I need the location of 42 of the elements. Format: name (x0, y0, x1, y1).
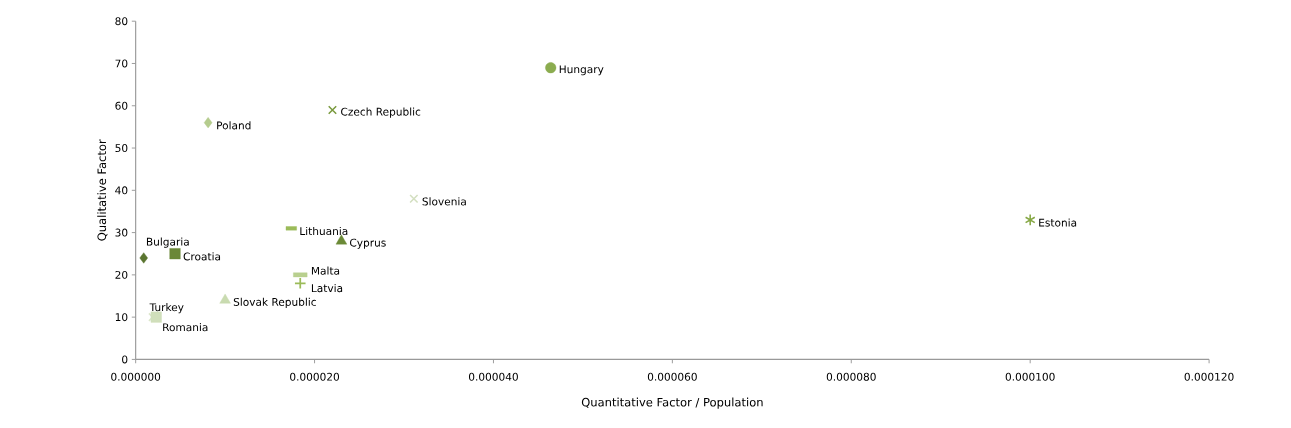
series-label: Romania (163, 323, 208, 332)
x-tick-label: 0.000120 (1184, 372, 1234, 381)
series-label: Hungary (559, 65, 604, 76)
series-label: Malta (311, 266, 340, 275)
point (1024, 213, 1036, 227)
y-tick-label: 30 (115, 228, 128, 237)
point (409, 194, 419, 204)
point (219, 293, 231, 304)
series-label: Croatia (183, 252, 221, 261)
series-label: Turkey (149, 303, 184, 314)
y-tick-label: 0 (122, 355, 128, 364)
series-label: Latvia (311, 284, 343, 293)
y-tick-label: 50 (115, 144, 128, 153)
x-tick-label: 0.000060 (647, 372, 697, 381)
series-label: Czech Republic (341, 107, 421, 118)
y-tick-label: 80 (115, 17, 128, 26)
y-tick-label: 60 (115, 101, 128, 110)
series-label: Cyprus (350, 238, 386, 249)
x-tick-label: 0.000040 (468, 372, 518, 381)
series-label: Slovak Republic (233, 297, 316, 309)
series-label: Poland (217, 121, 251, 130)
x-tick-label: 0.000020 (290, 372, 340, 381)
y-tick-label: 20 (115, 270, 128, 279)
series-label: Bulgaria (146, 237, 189, 248)
point (203, 117, 213, 129)
series-label: Lithuania (300, 226, 348, 236)
point (169, 248, 181, 260)
point (545, 62, 557, 74)
point (139, 252, 148, 264)
point (294, 277, 307, 290)
point (335, 234, 348, 245)
point (327, 105, 337, 115)
y-tick-label: 40 (115, 186, 128, 195)
x-tick-label: 0.000000 (111, 372, 161, 381)
x-tick-label: 0.000080 (826, 372, 876, 381)
series-label: Slovenia (422, 197, 466, 206)
series-label: Estonia (1039, 218, 1077, 227)
x-axis-title: Quantitative Factor / Population (581, 397, 763, 409)
y-tick-label: 10 (115, 313, 128, 322)
y-tick-label: 70 (115, 59, 128, 68)
y-axis-title: Qualitative Factor (97, 139, 108, 241)
x-tick-label: 0.000100 (1005, 372, 1055, 381)
